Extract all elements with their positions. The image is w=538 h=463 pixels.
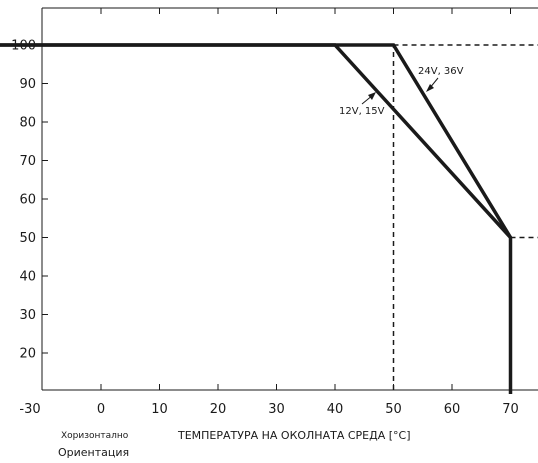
x-tick-label: 70 [502, 402, 519, 417]
x-tick-label: 0 [97, 402, 105, 417]
x-tick-label: 60 [444, 402, 461, 417]
orientation-note-2: Ориентация [58, 446, 130, 459]
annotation-arrowhead-12v-15v [368, 92, 376, 100]
y-tick-label: 90 [19, 77, 36, 92]
annotation-12v-15v: 12V, 15V [339, 106, 385, 117]
series-lines [0, 43, 513, 394]
plot-frame [41, 7, 538, 391]
x-tick-label: 40 [327, 402, 344, 417]
x-tick-label: 50 [385, 402, 402, 417]
annotations: 24V, 36V 12V, 15V [339, 66, 464, 117]
y-tick-label: 40 [19, 270, 36, 285]
x-tick-label: -30 [19, 402, 40, 417]
x-axis: -30 0 10 20 30 40 50 60 70 [19, 8, 519, 417]
y-tick-label: 80 [19, 116, 36, 131]
x-tick-label: 10 [151, 402, 168, 417]
annotation-24v-36v: 24V, 36V [418, 66, 464, 77]
y-tick-label: 50 [19, 231, 36, 246]
series-line-24v-36v [0, 43, 513, 394]
x-tick-label: 20 [210, 402, 227, 417]
reference-lines [392, 44, 538, 390]
y-tick-label: 20 [19, 347, 36, 362]
orientation-note-1: Хоризонтално [61, 431, 129, 441]
series-line-12v-15v [0, 43, 512, 239]
annotation-arrowhead-24v-36v [426, 84, 434, 92]
y-tick-label: 70 [19, 154, 36, 169]
y-tick-label: 30 [19, 308, 36, 323]
x-axis-title: ТЕМПЕРАТУРА НА ОКОЛНАТА СРЕДА [°C] [178, 429, 411, 442]
y-tick-label: 60 [19, 193, 36, 208]
x-tick-label: 30 [268, 402, 285, 417]
